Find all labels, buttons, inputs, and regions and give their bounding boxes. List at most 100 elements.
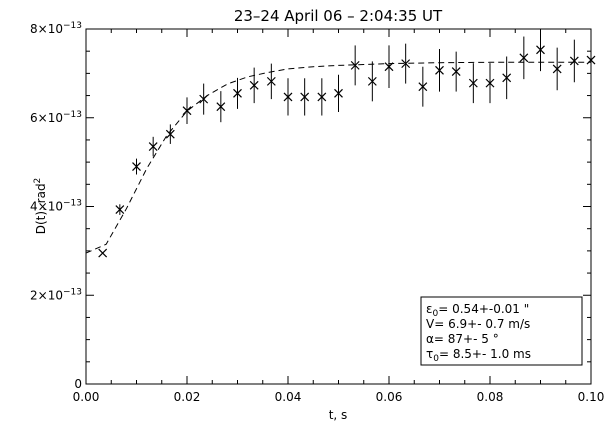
point-marker: [384, 62, 394, 72]
data-point: [98, 248, 108, 258]
legend-value: = 6.9+- 0.7 m/s: [434, 317, 530, 331]
point-marker: [552, 64, 562, 74]
data-point: [519, 36, 529, 80]
y-tick-label-mantissa: 2×10: [30, 288, 63, 302]
legend-subscript: 0: [433, 354, 439, 364]
legend-entry: V= 6.9+- 0.7 m/s: [426, 317, 530, 331]
data-point: [148, 136, 158, 157]
legend-value: = 87+- 5 °: [434, 332, 499, 346]
legend-value: = 0.54+-0.01 ": [438, 302, 529, 316]
point-marker: [435, 65, 444, 75]
x-tick-label: 0.00: [73, 390, 100, 404]
data-point: [552, 47, 562, 91]
data-point: [249, 67, 259, 104]
y-tick-label: 8×10−13: [30, 21, 82, 36]
legend-entry: α= 87+- 5 °: [426, 332, 499, 346]
data-point: [435, 48, 444, 92]
data-point: [401, 43, 411, 84]
y-tick-label: 6×10−13: [30, 110, 82, 125]
data-point: [485, 63, 495, 104]
y-tick-label-mantissa: 4×10: [30, 200, 63, 214]
data-point: [317, 78, 327, 116]
y-tick-label: 2×10−13: [30, 287, 82, 302]
axes-layer: 0.00 0.02 0.04 0.06 0.08 0.1002×10−134×10−136…: [30, 21, 604, 404]
point-marker: [367, 76, 377, 86]
legend-symbol: ε: [426, 302, 433, 316]
data-point: [502, 56, 512, 100]
y-tick-label-exponent: −13: [63, 287, 82, 297]
data-point: [165, 124, 175, 144]
x-tick-label: 0.08: [477, 390, 504, 404]
data-point: [468, 63, 478, 104]
point-marker: [216, 102, 226, 112]
y-tick-label: 0: [74, 377, 82, 391]
data-point: [115, 204, 125, 215]
point-marker: [536, 45, 545, 55]
y-tick-label-mantissa: 6×10: [30, 111, 63, 125]
point-marker: [300, 92, 310, 102]
point-marker: [98, 248, 108, 258]
data-points-layer: [98, 28, 596, 258]
plot-frame: [85, 28, 592, 385]
point-marker: [233, 88, 242, 98]
data-point: [350, 45, 360, 86]
data-point: [132, 158, 141, 175]
data-point: [233, 77, 242, 109]
chart-title: 23–24 April 06 – 2:04:35 UT: [234, 7, 443, 25]
legend-lines: ε0= 0.54+-0.01 "V= 6.9+- 0.7 m/sα= 87+- …: [426, 302, 531, 364]
point-marker: [485, 78, 495, 88]
point-marker: [115, 205, 125, 215]
data-point: [367, 61, 377, 102]
data-point: [182, 97, 192, 124]
x-axis-label: t, s: [329, 408, 348, 422]
data-point: [384, 45, 394, 89]
data-point: [569, 39, 579, 83]
legend-entry: τ0= 8.5+- 1.0 ms: [426, 347, 531, 364]
data-point: [300, 78, 310, 116]
point-marker: [266, 76, 276, 86]
data-point: [199, 83, 209, 115]
y-tick-label-exponent: −13: [63, 199, 82, 209]
point-marker: [350, 60, 360, 70]
point-marker: [569, 56, 579, 66]
legend-entry: ε0= 0.54+-0.01 ": [426, 302, 529, 319]
y-tick-label: 4×10−13: [30, 199, 82, 214]
y-axis-label-text: D(t), rad: [34, 183, 48, 234]
point-marker: [182, 106, 192, 116]
legend-frame: [420, 296, 583, 366]
legend-value: = 8.5+- 1.0 ms: [439, 347, 531, 361]
y-tick-label-exponent: −13: [63, 21, 82, 31]
point-marker: [165, 129, 175, 139]
y-axis-label: D(t), rad2: [33, 178, 48, 235]
point-marker: [283, 92, 293, 102]
point-marker: [401, 59, 411, 69]
data-point: [216, 91, 226, 123]
point-marker: [468, 78, 478, 88]
point-marker: [334, 88, 343, 98]
point-marker: [519, 53, 529, 63]
data-point: [334, 74, 343, 112]
x-tick-label: 0.10: [578, 390, 605, 404]
legend-symbol: τ: [426, 347, 433, 361]
x-tick-label: 0.06: [376, 390, 403, 404]
legend-symbol: V: [426, 317, 435, 331]
y-axis-label-exponent: 2: [33, 178, 43, 184]
legend-subscript: 0: [433, 309, 439, 319]
data-point: [266, 63, 276, 100]
data-point: [418, 66, 428, 107]
point-marker: [317, 92, 327, 102]
point-marker: [132, 162, 141, 171]
y-tick-label-mantissa: 8×10: [30, 22, 63, 36]
y-tick-label-exponent: −13: [63, 110, 82, 120]
legend-box: ε0= 0.54+-0.01 "V= 6.9+- 0.7 m/sα= 87+- …: [420, 296, 583, 366]
point-marker: [199, 94, 209, 104]
x-tick-label: 0.02: [174, 390, 201, 404]
point-marker: [249, 80, 259, 90]
data-point: [536, 28, 545, 72]
point-marker: [148, 142, 158, 152]
legend-symbol: α: [426, 332, 434, 346]
y-tick-label-mantissa: 0: [74, 377, 82, 391]
data-point: [283, 78, 293, 116]
x-tick-label: 0.04: [275, 390, 302, 404]
